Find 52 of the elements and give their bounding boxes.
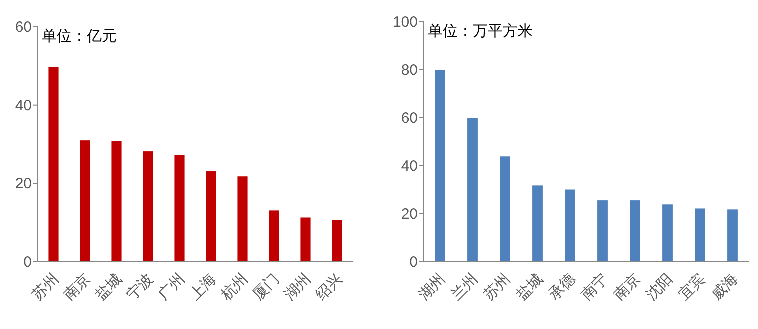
x-tick-label: 南京 xyxy=(60,270,94,304)
bar xyxy=(206,172,216,262)
y-tick-label: 40 xyxy=(401,158,418,175)
y-tick-label: 0 xyxy=(410,254,418,271)
x-tick-label: 宜宾 xyxy=(676,270,710,304)
bar xyxy=(238,176,248,262)
x-tick-label: 南京 xyxy=(610,270,644,304)
x-tick-label: 上海 xyxy=(186,270,220,304)
y-tick-label: 0 xyxy=(24,254,32,271)
bar xyxy=(532,186,543,262)
bar xyxy=(143,152,154,262)
x-tick-label: 兰州 xyxy=(448,270,482,304)
bar xyxy=(598,200,608,262)
bar xyxy=(48,67,59,262)
y-tick-label: 40 xyxy=(15,97,32,114)
x-tick-label: 盐城 xyxy=(513,270,547,304)
bar xyxy=(80,140,90,262)
x-tick-label: 湖州 xyxy=(416,270,450,304)
x-tick-label: 沈阳 xyxy=(643,270,677,304)
x-tick-label: 厦门 xyxy=(250,270,284,304)
x-tick-label: 绍兴 xyxy=(312,270,346,304)
y-tick-label: 20 xyxy=(401,206,418,223)
bar xyxy=(468,118,478,262)
x-tick-label: 承德 xyxy=(546,270,580,304)
bar xyxy=(332,220,342,262)
bar xyxy=(300,218,311,262)
bar xyxy=(269,210,280,262)
y-tick-label: 80 xyxy=(401,62,418,79)
x-tick-label: 盐城 xyxy=(92,270,126,304)
y-axis-title: 单位：亿元 xyxy=(42,28,117,45)
x-tick-label: 苏州 xyxy=(29,270,63,304)
bar xyxy=(500,156,510,262)
bar xyxy=(662,204,673,262)
x-tick-label: 杭州 xyxy=(218,270,252,305)
bar xyxy=(112,141,122,262)
x-tick-label: 湖州 xyxy=(281,270,315,304)
bar xyxy=(630,200,640,262)
x-tick-label: 威海 xyxy=(708,270,742,304)
y-axis-title: 单位：万平方米 xyxy=(428,23,533,40)
bar xyxy=(174,155,185,262)
bar xyxy=(728,210,738,262)
x-tick-label: 苏州 xyxy=(480,270,514,304)
x-tick-label: 宁波 xyxy=(124,270,158,304)
y-tick-label: 100 xyxy=(392,14,418,31)
y-tick-label: 20 xyxy=(15,176,32,193)
bar xyxy=(695,208,706,262)
x-tick-label: 广州 xyxy=(155,270,189,304)
bar xyxy=(435,70,446,262)
x-tick-label: 南宁 xyxy=(578,270,612,304)
y-tick-label: 60 xyxy=(401,110,418,127)
bar xyxy=(565,190,576,262)
y-tick-label: 60 xyxy=(15,19,32,36)
